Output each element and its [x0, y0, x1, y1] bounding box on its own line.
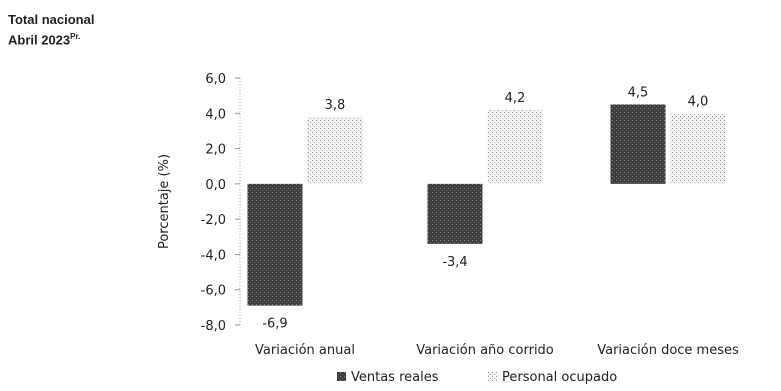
y-tick-label: 2,0 — [205, 143, 226, 158]
data-label: 4,0 — [688, 94, 709, 109]
bar-personal — [670, 113, 726, 184]
bar-ventas — [610, 104, 666, 184]
y-axis-title: Porcentaje (%) — [157, 154, 172, 249]
legend-label: Personal ocupado — [502, 370, 617, 385]
data-label: -6,9 — [262, 317, 287, 332]
legend-swatch-personal — [488, 372, 497, 381]
x-category-label: Variación doce meses — [597, 343, 739, 358]
bar-ventas — [247, 183, 303, 306]
legend-label: Ventas reales — [351, 370, 439, 385]
x-category-label: Variación anual — [255, 343, 355, 358]
chart-subtitle: Abril 2023Pr. — [8, 32, 80, 47]
legend-swatch-ventas — [337, 372, 346, 381]
y-tick-label: 6,0 — [205, 72, 226, 87]
y-tick-label: -6,0 — [201, 284, 226, 299]
y-tick-label: -4,0 — [201, 248, 226, 263]
bar-personal — [307, 116, 363, 184]
data-label: -3,4 — [442, 255, 467, 270]
data-label: 4,2 — [505, 91, 526, 106]
y-tick-label: -8,0 — [201, 319, 226, 334]
bar-ventas — [427, 183, 483, 244]
subtitle-superscript: Pr. — [70, 32, 81, 41]
y-tick-label: 0,0 — [205, 178, 226, 193]
x-category-label: Variación año corrido — [416, 343, 554, 358]
y-tick-label: 4,0 — [205, 107, 226, 122]
chart-title: Total nacional — [8, 12, 95, 27]
data-label: 4,5 — [628, 85, 649, 100]
bar-personal — [487, 109, 543, 184]
data-label: 3,8 — [325, 98, 346, 113]
subtitle-text: Abril 2023 — [8, 32, 71, 48]
y-tick-label: -2,0 — [201, 213, 226, 228]
